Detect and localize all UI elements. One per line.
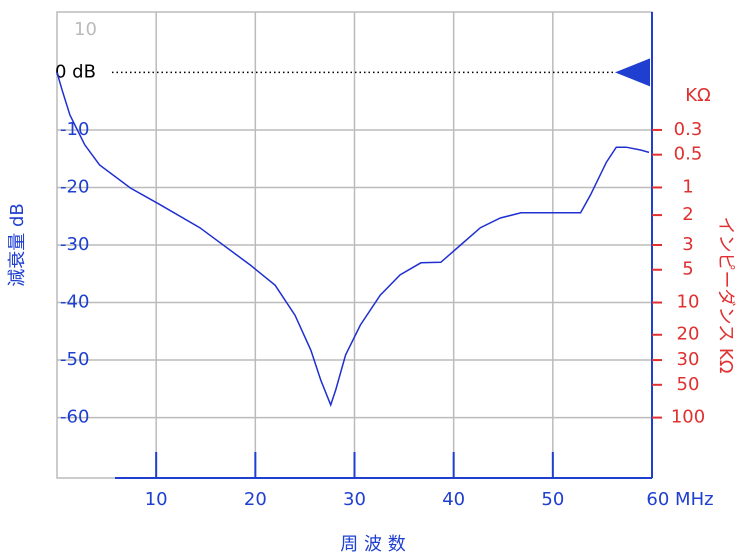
y2-tick-label: 30 bbox=[677, 349, 700, 370]
y-tick-label: -60 bbox=[60, 407, 89, 428]
y-tick-label: 10 bbox=[74, 19, 97, 40]
y-tick-label: 0 dB bbox=[55, 61, 96, 82]
y2-tick-label: 3 bbox=[682, 234, 693, 255]
y-tick-label: -10 bbox=[60, 119, 89, 140]
y-tick-label: -30 bbox=[60, 234, 89, 255]
x-tick-label: 10 bbox=[145, 489, 168, 510]
y-tick-label: -20 bbox=[60, 176, 89, 197]
y2-tick-label: 1 bbox=[682, 176, 693, 197]
x-tick-label: 40 bbox=[442, 489, 465, 510]
y2-tick-label: 50 bbox=[677, 374, 700, 395]
y-tick-label: -40 bbox=[60, 292, 89, 313]
x-tick-label: 50 bbox=[541, 489, 564, 510]
y2-axis-label: インピーダンス KΩ bbox=[715, 217, 736, 374]
data-line bbox=[56, 72, 650, 408]
y2-tick-label: 20 bbox=[677, 324, 700, 345]
y-tick-label: -50 bbox=[60, 349, 89, 370]
x-tick-label: 60 MHz bbox=[646, 489, 713, 510]
y2-tick-label: 100 bbox=[671, 407, 705, 428]
x-axis-label: 周 波 数 bbox=[340, 534, 405, 555]
y2-unit: KΩ bbox=[685, 85, 711, 106]
x-tick-label: 30 bbox=[343, 489, 366, 510]
y2-tick-label: 5 bbox=[682, 259, 693, 280]
zero-marker bbox=[615, 58, 650, 87]
y2-tick-label: 2 bbox=[682, 204, 693, 225]
x-tick-label: 20 bbox=[244, 489, 267, 510]
y2-tick-label: 0.3 bbox=[674, 119, 703, 140]
y2-tick-label: 10 bbox=[677, 292, 700, 313]
y2-tick-label: 0.5 bbox=[674, 144, 703, 165]
y-axis-label: 減衰量 dB bbox=[7, 203, 28, 287]
